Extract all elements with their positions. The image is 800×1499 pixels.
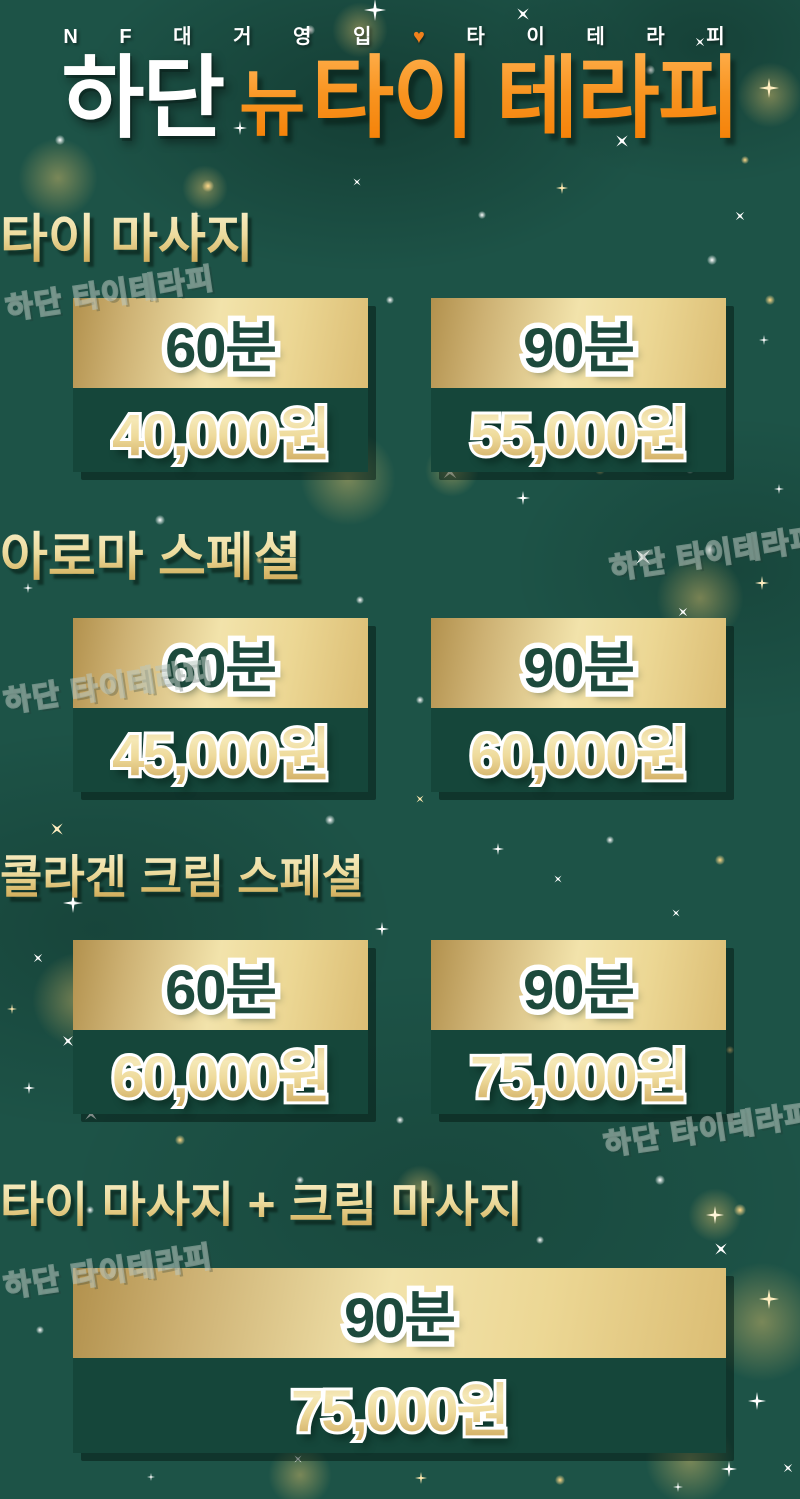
tagline: N F 대 거 영 입 ♥ 타 이 테 라 피 — [0, 20, 800, 49]
price-section: 타이 마사지 + 크림 마사지 타이 마사지 + 크림 마사지 90분 90분 … — [0, 1179, 800, 1468]
price-panel: 75,000원 75,000원 — [73, 1358, 726, 1453]
price-label: 75,000원 75,000원 — [467, 1030, 692, 1114]
sparkle-star-icon — [364, 0, 386, 21]
section-title: 타이 마사지 + 크림 마사지 타이 마사지 + 크림 마사지 — [0, 1179, 527, 1237]
duration-label: 60분 60분 — [160, 310, 283, 384]
sparkle-dot — [606, 836, 614, 844]
sparkle-star-icon — [673, 1482, 683, 1492]
section-title: 아로마 스페셜 아로마 스페셜 — [0, 529, 306, 591]
sparkle-dot — [555, 1475, 565, 1485]
cards-row: 90분 90분 75,000원 75,000원 — [0, 1268, 800, 1458]
duration-label: 90분 90분 — [518, 630, 641, 704]
bokeh-glow — [182, 165, 228, 211]
price-section: 아로마 스페셜 아로마 스페셜 60분 60분 45,000원 45,000원 … — [0, 529, 800, 818]
price-card: 90분 90분 75,000원 75,000원 — [431, 940, 726, 1114]
price-card: 90분 90분 60,000원 60,000원 — [431, 618, 726, 792]
tagline-left: N F 대 거 영 입 — [63, 26, 384, 48]
price-card: 60분 60분 40,000원 40,000원 — [73, 298, 368, 472]
duration-panel: 90분 90분 — [431, 618, 726, 708]
duration-panel: 90분 90분 — [431, 298, 726, 388]
duration-panel: 90분 90분 — [431, 940, 726, 1030]
price-label: 45,000원 45,000원 — [109, 708, 334, 792]
price-section: 콜라겐 크림 스페셜 콜라겐 크림 스페셜 60분 60분 60,000원 60… — [0, 852, 800, 1140]
price-card: 90분 90분 75,000원 75,000원 — [73, 1268, 726, 1453]
price-panel: 60,000원 60,000원 — [431, 708, 726, 792]
sparkle-star-icon — [350, 175, 364, 189]
price-section: 타이 마사지 타이 마사지 60분 60분 40,000원 40,000원 90… — [0, 211, 800, 498]
cards-row: 60분 60분 60,000원 60,000원 90분 90분 75,000원 … — [0, 940, 800, 1130]
price-panel: 60,000원 60,000원 — [73, 1030, 368, 1114]
duration-panel: 60분 60분 — [73, 298, 368, 388]
price-label: 75,000원 75,000원 — [288, 1364, 513, 1448]
sparkle-dot — [155, 515, 165, 525]
price-card: 60분 60분 45,000원 45,000원 — [73, 618, 368, 792]
price-label: 55,000원 55,000원 — [467, 388, 692, 472]
cards-row: 60분 60분 40,000원 40,000원 90분 90분 55,000원 … — [0, 298, 800, 488]
section-title: 타이 마사지 타이 마사지 — [0, 211, 258, 273]
duration-panel: 60분 60분 — [73, 940, 368, 1030]
duration-panel: 90분 90분 — [73, 1268, 726, 1358]
price-label: 40,000원 40,000원 — [109, 388, 334, 472]
duration-label: 90분 90분 — [518, 310, 641, 384]
title-new: 뉴뉴 — [239, 63, 310, 152]
sparkle-star-icon — [415, 1472, 427, 1484]
price-label: 60,000원 60,000원 — [467, 708, 692, 792]
section-title: 콜라겐 크림 스페셜 콜라겐 크림 스페셜 — [0, 851, 368, 907]
duration-label: 60분 60분 — [160, 952, 283, 1026]
sparkle-dot — [202, 180, 214, 192]
cards-row: 60분 60분 45,000원 45,000원 90분 90분 60,000원 … — [0, 618, 800, 808]
price-panel: 40,000원 40,000원 — [73, 388, 368, 472]
price-panel: 45,000원 45,000원 — [73, 708, 368, 792]
duration-label: 90분 90분 — [339, 1280, 462, 1354]
duration-panel: 60분 60분 — [73, 618, 368, 708]
sparkle-star-icon — [46, 818, 69, 841]
price-card: 60분 60분 60,000원 60,000원 — [73, 940, 368, 1114]
price-label: 60,000원 60,000원 — [109, 1030, 334, 1114]
sparkle-star-icon — [147, 1473, 155, 1481]
duration-label: 60분 60분 — [160, 630, 283, 704]
title-white: 하단 — [61, 49, 226, 149]
sparkle-star-icon — [556, 182, 568, 194]
heart-icon: ♥ — [412, 26, 437, 48]
price-card: 90분 90분 55,000원 55,000원 — [431, 298, 726, 472]
tagline-right: 타 이 테 라 피 — [466, 26, 737, 48]
price-panel: 75,000원 75,000원 — [431, 1030, 726, 1114]
duration-label: 90분 90분 — [518, 952, 641, 1026]
price-panel: 55,000원 55,000원 — [431, 388, 726, 472]
